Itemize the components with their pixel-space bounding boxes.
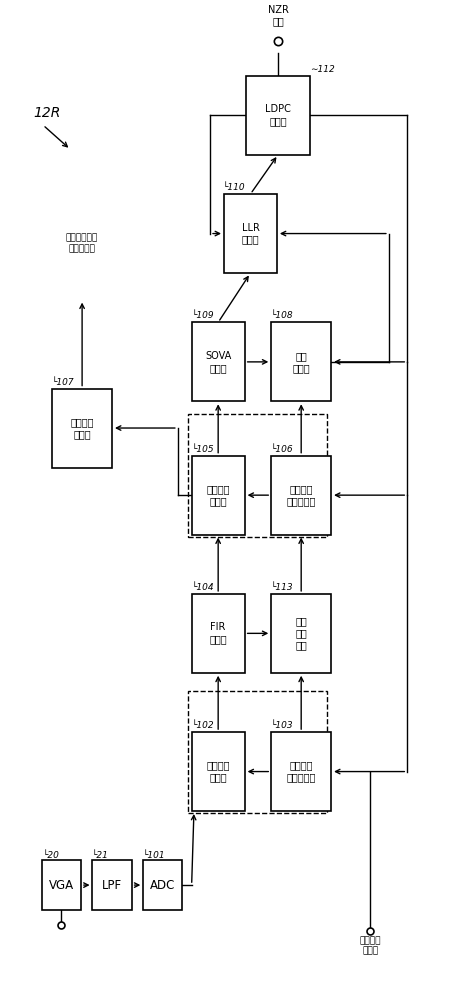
Bar [191, 322, 244, 401]
Text: NZR
出线: NZR 出线 [267, 5, 288, 26]
Bar [188, 691, 326, 813]
Text: 品质
检测部: 品质 检测部 [292, 351, 309, 373]
Text: 平均
算出
电路: 平均 算出 电路 [294, 616, 307, 650]
Text: └108: └108 [270, 311, 292, 320]
Bar [92, 860, 131, 910]
Text: └105: └105 [191, 445, 213, 454]
Bar [52, 389, 112, 468]
Text: LDPC
解码器: LDPC 解码器 [265, 104, 290, 126]
Text: ADC: ADC [150, 879, 175, 892]
Bar [191, 594, 244, 673]
Bar [245, 76, 310, 155]
Text: └107: └107 [51, 378, 74, 387]
Text: └109: └109 [191, 311, 213, 320]
Bar [270, 322, 331, 401]
Text: └102: └102 [191, 721, 213, 730]
Text: └21: └21 [91, 851, 108, 860]
Text: └20: └20 [43, 851, 60, 860]
Bar [270, 594, 331, 673]
Text: ∼112: ∼112 [310, 65, 334, 74]
Text: └103: └103 [270, 721, 292, 730]
Text: └101: └101 [142, 851, 165, 860]
Text: LLR
缓冲器: LLR 缓冲器 [241, 223, 259, 245]
Text: 第１采样
缓冲器: 第１采样 缓冲器 [206, 761, 230, 783]
Bar [188, 414, 326, 537]
Bar [270, 456, 331, 535]
Bar [270, 732, 331, 811]
Text: LPF: LPF [102, 879, 122, 892]
Text: 第２采样
状態缓冲器: 第２采样 状態缓冲器 [286, 484, 315, 506]
Text: 第１、２采样
状态缓冲器: 第１、２采样 状态缓冲器 [66, 234, 98, 253]
Bar [224, 194, 276, 273]
Text: 第１采样
状態缓冲器: 第１采样 状態缓冲器 [286, 761, 315, 783]
Bar [191, 456, 244, 535]
Text: └113: └113 [270, 583, 292, 592]
Text: └104: └104 [191, 583, 213, 592]
Bar [191, 732, 244, 811]
Bar [42, 860, 81, 910]
Text: 12R: 12R [34, 106, 61, 120]
Text: FIR
滤波器: FIR 滤波器 [209, 622, 226, 644]
Text: 同步标记
检测部: 同步标记 检测部 [70, 417, 94, 439]
Text: 同步标记
检测部: 同步标记 检测部 [359, 936, 380, 956]
Bar [143, 860, 182, 910]
Text: VGA: VGA [49, 879, 74, 892]
Text: SOVA
检测部: SOVA 检测部 [205, 351, 231, 373]
Text: 第２采样
缓冲器: 第２采样 缓冲器 [206, 484, 230, 506]
Text: └106: └106 [270, 445, 292, 454]
Text: └110: └110 [222, 183, 245, 192]
